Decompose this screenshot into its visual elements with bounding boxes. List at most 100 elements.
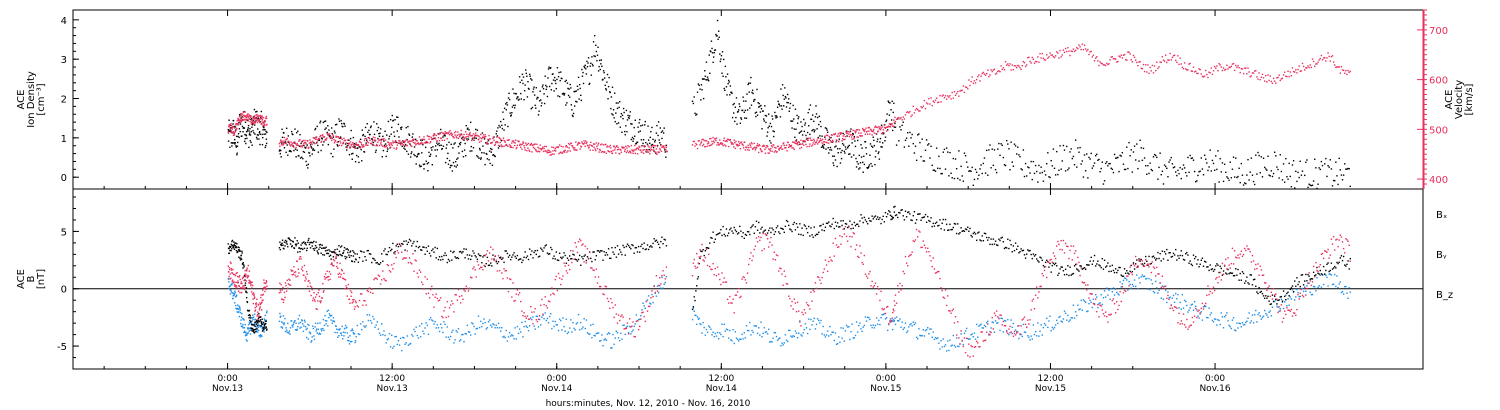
density-point	[556, 78, 558, 81]
density-point	[254, 133, 256, 135]
by-point	[715, 335, 718, 337]
velocity-point	[930, 97, 932, 99]
by-point	[630, 333, 632, 335]
by-point	[1107, 294, 1109, 296]
by-point	[326, 310, 328, 312]
velocity-point	[262, 124, 264, 127]
velocity-point	[319, 135, 321, 138]
velocity-point	[483, 135, 486, 138]
density-point	[352, 136, 355, 139]
velocity-point	[660, 150, 663, 153]
by-point	[399, 337, 402, 340]
by-point	[1076, 314, 1078, 317]
density-point	[542, 84, 544, 86]
density-point	[1088, 156, 1090, 159]
density-point	[573, 105, 576, 107]
velocity-point	[780, 145, 783, 147]
by-point	[1158, 289, 1160, 292]
density-point	[235, 135, 238, 138]
by-point	[280, 321, 283, 323]
by-point	[616, 332, 619, 334]
velocity-point	[502, 139, 504, 142]
density-point	[1063, 149, 1066, 151]
bx-point	[315, 241, 317, 243]
density-point	[396, 130, 398, 132]
density-point	[422, 163, 425, 166]
velocity-point	[921, 107, 923, 109]
velocity-point	[770, 145, 773, 147]
by-point	[695, 314, 697, 317]
velocity-point	[710, 137, 712, 140]
bx-point	[253, 324, 255, 326]
density-point	[1241, 174, 1244, 176]
by-point	[309, 332, 312, 335]
velocity-point	[546, 152, 549, 154]
density-point	[1205, 158, 1207, 160]
density-point	[389, 118, 392, 121]
density-point	[1212, 162, 1215, 165]
velocity-point	[656, 153, 658, 156]
by-point	[953, 344, 956, 347]
density-point	[947, 151, 949, 153]
density-point	[431, 149, 433, 151]
by-point	[1155, 280, 1157, 283]
velocity-point	[1168, 59, 1170, 61]
velocity-point	[594, 148, 596, 150]
by-point	[1277, 306, 1279, 309]
velocity-point	[1171, 56, 1174, 59]
velocity-point	[535, 150, 538, 152]
velocity-point	[309, 141, 312, 143]
by-point	[371, 322, 373, 324]
velocity-point	[707, 142, 710, 144]
velocity-point	[283, 136, 286, 139]
velocity-point	[1152, 72, 1155, 74]
velocity-point	[649, 150, 651, 152]
by-point	[251, 320, 253, 322]
density-point	[450, 143, 452, 146]
velocity-point	[740, 141, 743, 143]
velocity-point	[289, 144, 291, 146]
bx-point	[320, 247, 323, 250]
density-point	[227, 129, 229, 131]
velocity-point	[852, 129, 854, 132]
density-point	[1266, 169, 1268, 171]
velocity-point	[819, 137, 822, 140]
bx-point	[404, 249, 406, 251]
velocity-point	[248, 115, 250, 118]
density-point	[1017, 146, 1019, 148]
bx-point	[495, 260, 497, 263]
bx-point	[369, 253, 372, 255]
by-point	[1291, 289, 1294, 291]
by-point	[294, 329, 297, 331]
density-point	[303, 144, 305, 147]
bx-point	[253, 329, 256, 331]
bx-point	[472, 250, 474, 252]
by-point	[960, 333, 962, 335]
velocity-point	[473, 136, 476, 138]
by-point	[231, 282, 233, 284]
density-point	[768, 113, 770, 115]
velocity-point	[1222, 67, 1225, 69]
by-point	[443, 321, 445, 323]
velocity-point	[525, 142, 527, 144]
top-left-tick-label: 0	[61, 173, 67, 184]
by-point	[1027, 335, 1029, 337]
density-point	[1198, 171, 1200, 173]
density-point	[640, 125, 642, 127]
density-point	[984, 172, 987, 174]
density-point	[694, 112, 696, 115]
density-point	[1298, 176, 1300, 179]
velocity-point	[620, 149, 622, 151]
x-tick-label-date: Nov.16	[1199, 384, 1230, 394]
density-point	[376, 123, 378, 125]
bx-point	[443, 254, 445, 257]
bx-point	[281, 239, 284, 241]
velocity-point	[975, 78, 978, 81]
by-point	[462, 333, 464, 336]
by-point	[445, 336, 447, 338]
bx-point	[232, 246, 234, 249]
velocity-point	[240, 119, 243, 121]
velocity-point	[615, 152, 617, 154]
bx-point	[235, 246, 238, 249]
velocity-point	[298, 140, 300, 142]
